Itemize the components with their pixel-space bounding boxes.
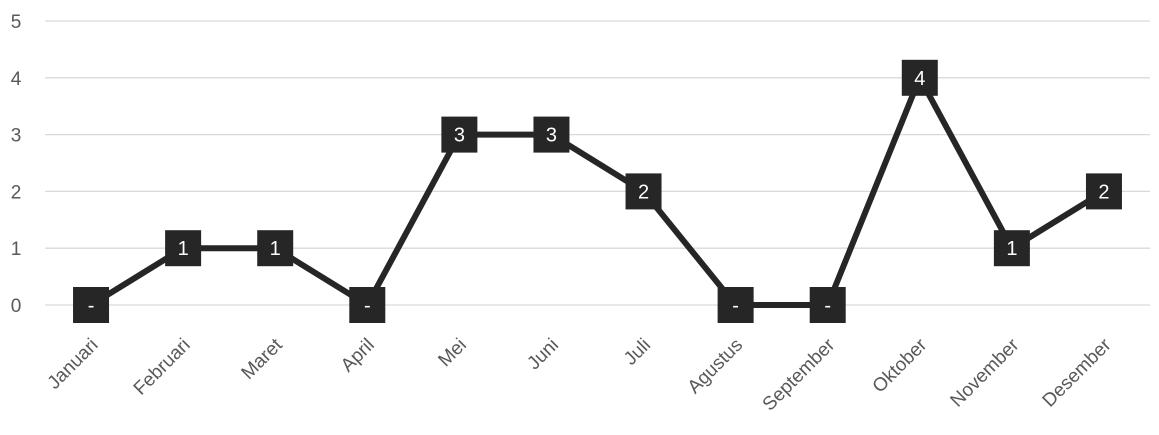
data-label-box [165,230,202,267]
data-label-box [625,173,662,210]
x-tick-label-desember: Desember [1039,334,1116,411]
y-tick-label-4: 4 [11,69,22,90]
data-point-desember: 2 [1085,173,1122,210]
data-point-oktober: 4 [901,59,938,96]
y-axis: 0 1 2 3 4 5 [11,12,22,317]
data-point-maret: 1 [257,230,294,267]
data-labels: - 1 1 - 3 3 2 - - 4 1 2 [73,59,1122,323]
y-tick-label-2: 2 [11,182,22,203]
x-tick-label-juli: Juli [620,335,655,370]
data-label-box [901,59,938,96]
x-tick-label-november: November [947,334,1024,411]
x-tick-label-oktober: Oktober [869,334,932,397]
data-point-mei: 3 [441,116,478,153]
data-point-november: 1 [993,230,1030,267]
data-point-januari: - [73,287,110,323]
data-label-juli: 2 [638,181,649,203]
data-label-september: - [824,295,831,317]
x-tick-label-april: April [337,335,379,377]
y-tick-label-3: 3 [11,126,22,147]
data-label-januari: - [88,295,95,317]
data-label-agustus: - [732,295,739,317]
x-tick-label-januari: Januari [44,335,103,394]
data-label-box [73,287,110,323]
data-label-desember: 2 [1098,181,1109,203]
x-tick-label-maret: Maret [238,334,288,384]
data-label-mei: 3 [454,125,465,147]
data-point-februari: 1 [165,230,202,267]
data-label-april: - [364,295,371,317]
data-point-agustus: - [717,287,754,323]
data-label-box [809,287,846,323]
data-label-februari: 1 [178,238,189,260]
data-label-juni: 3 [546,125,557,147]
data-point-september: - [809,287,846,323]
data-label-maret: 1 [270,238,281,260]
x-tick-label-februari: Februari [130,335,195,400]
data-label-box [717,287,754,323]
data-label-box [349,287,386,323]
data-label-november: 1 [1006,238,1017,260]
data-label-box [1085,173,1122,210]
data-point-april: - [349,287,386,323]
x-tick-label-september: September [759,334,840,415]
x-tick-label-juni: Juni [523,335,562,374]
data-label-box [993,230,1030,267]
data-label-oktober: 4 [914,68,925,90]
x-tick-label-agustus: Agustus [684,335,747,398]
data-label-box [257,230,294,267]
y-tick-label-0: 0 [11,296,22,317]
data-point-juli: 2 [625,173,662,210]
data-label-box [441,116,478,153]
data-point-juni: 3 [533,116,570,153]
y-tick-label-1: 1 [11,239,22,260]
x-axis: Januari Februari Maret April Mei Juni Juli Agus… [44,334,1116,415]
x-tick-label-mei: Mei [434,335,471,372]
y-tick-label-5: 5 [11,12,22,33]
data-label-box [533,116,570,153]
